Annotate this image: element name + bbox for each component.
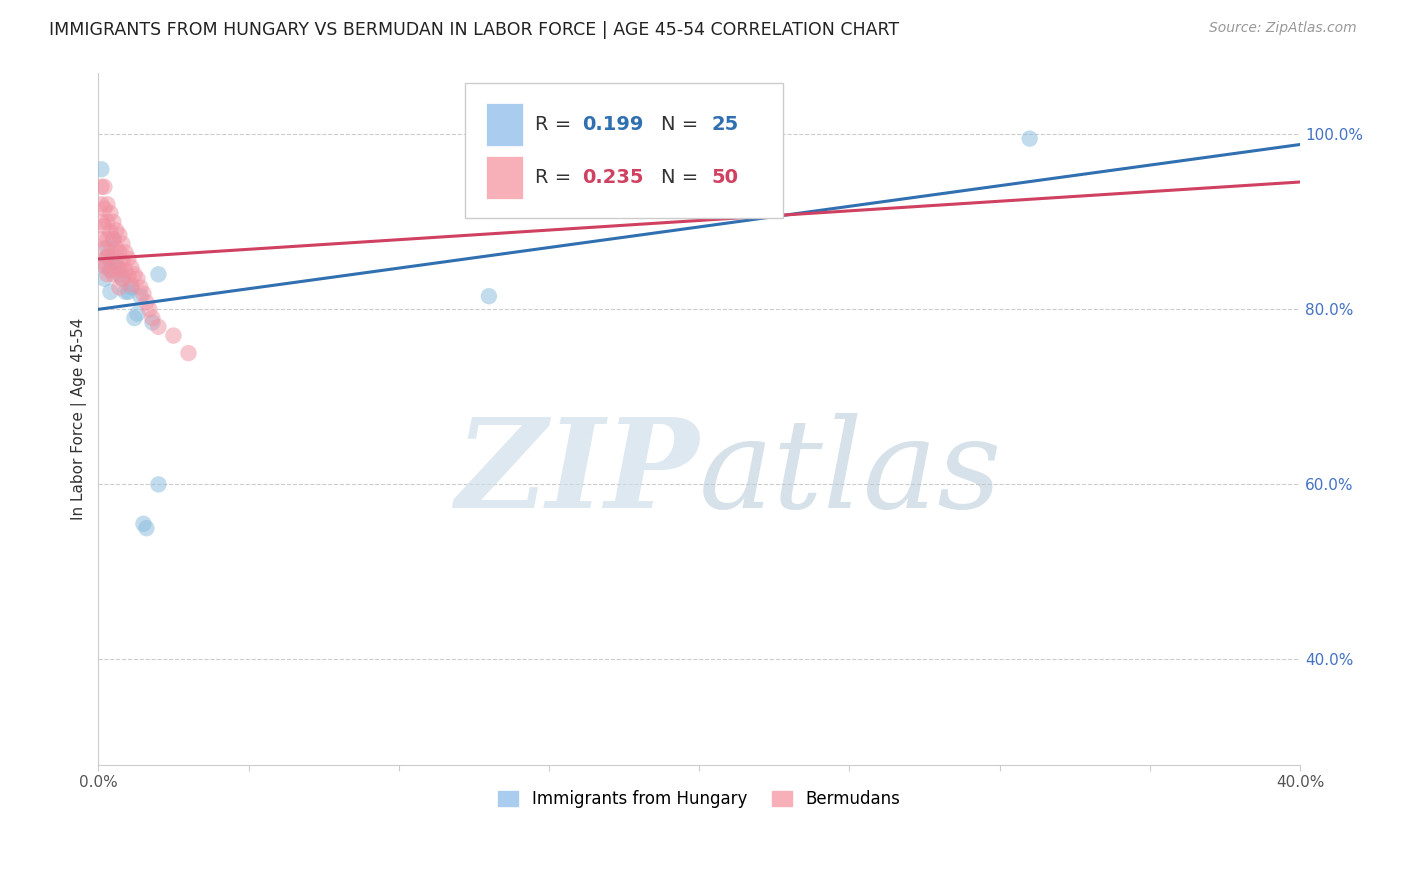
Point (98, 245, 121, 260)
Point (90, 215, 112, 229)
Text: IMMIGRANTS FROM HUNGARY VS BERMUDAN IN LABOR FORCE | AGE 45-54 CORRELATION CHART: IMMIGRANTS FROM HUNGARY VS BERMUDAN IN L… (49, 21, 900, 38)
Y-axis label: In Labor Force | Age 45-54: In Labor Force | Age 45-54 (72, 318, 87, 520)
Text: N =: N = (661, 115, 704, 134)
Point (127, 307, 149, 321)
FancyBboxPatch shape (486, 103, 523, 145)
Point (127, 271, 149, 285)
Point (98, 206, 121, 220)
Point (141, 311, 163, 326)
Point (120, 280, 142, 294)
Point (114, 285, 136, 299)
Point (90, 254, 112, 268)
Point (96, 268, 118, 282)
FancyBboxPatch shape (465, 83, 783, 219)
Text: R =: R = (534, 115, 576, 134)
Point (108, 245, 131, 260)
Point (1018, 131, 1040, 145)
FancyBboxPatch shape (486, 156, 523, 199)
Point (105, 259, 128, 273)
Point (124, 311, 146, 326)
Point (103, 250, 125, 264)
Text: 0.199: 0.199 (582, 115, 644, 134)
Point (117, 268, 139, 283)
Point (108, 280, 131, 294)
Point (105, 223, 128, 237)
Point (93, 241, 115, 255)
Text: N =: N = (661, 168, 704, 187)
Text: atlas: atlas (699, 413, 1002, 535)
Point (478, 289, 501, 303)
Point (98, 285, 121, 299)
Point (96, 250, 118, 264)
Point (135, 521, 157, 535)
Point (177, 346, 200, 360)
Point (111, 271, 134, 285)
Point (117, 252, 139, 266)
Point (90, 162, 112, 177)
Point (114, 245, 136, 260)
Point (108, 268, 131, 282)
Point (120, 260, 142, 275)
Point (688, 162, 710, 177)
Point (105, 241, 128, 255)
Point (138, 302, 160, 317)
Point (93, 219, 115, 234)
Point (96, 250, 118, 264)
Point (90, 232, 112, 246)
Point (93, 179, 115, 194)
Point (98, 225, 121, 239)
Point (90, 197, 112, 211)
Point (114, 263, 136, 277)
Legend: Immigrants from Hungary, Bermudans: Immigrants from Hungary, Bermudans (492, 784, 907, 815)
Point (132, 516, 155, 531)
Point (93, 202, 115, 216)
Text: Source: ZipAtlas.com: Source: ZipAtlas.com (1209, 21, 1357, 35)
Point (96, 232, 118, 246)
Point (108, 263, 131, 277)
Point (129, 289, 152, 303)
Point (135, 295, 157, 310)
Point (90, 179, 112, 194)
Text: 50: 50 (711, 168, 738, 187)
Point (111, 236, 134, 251)
Point (96, 215, 118, 229)
Point (103, 215, 125, 229)
Point (103, 232, 125, 246)
Text: 0.235: 0.235 (582, 168, 644, 187)
Point (148, 319, 170, 334)
Point (103, 254, 125, 268)
Point (103, 268, 125, 282)
Point (93, 259, 115, 273)
Point (103, 232, 125, 246)
Point (108, 227, 131, 242)
Point (111, 271, 134, 285)
Point (111, 254, 134, 268)
Point (129, 280, 152, 294)
Point (96, 197, 118, 211)
Point (98, 263, 121, 277)
Point (148, 268, 170, 282)
Text: 25: 25 (711, 115, 738, 134)
Point (141, 315, 163, 329)
Point (117, 285, 139, 299)
Point (93, 259, 115, 273)
Point (132, 286, 155, 301)
Point (162, 328, 184, 343)
Text: R =: R = (534, 168, 576, 187)
Point (93, 271, 115, 285)
Text: ZIP: ZIP (456, 413, 699, 535)
Point (148, 477, 170, 491)
Point (120, 277, 142, 292)
Point (96, 241, 118, 255)
Point (105, 259, 128, 273)
Point (124, 268, 146, 282)
Point (98, 263, 121, 277)
